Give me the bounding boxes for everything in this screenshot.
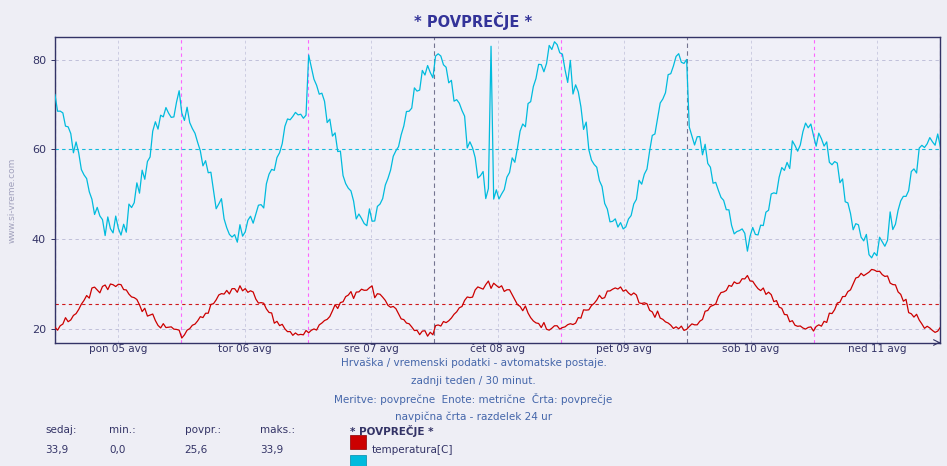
Text: 33,9: 33,9 [45, 445, 69, 455]
Text: zadnji teden / 30 minut.: zadnji teden / 30 minut. [411, 376, 536, 385]
Text: sob 10 avg: sob 10 avg [722, 344, 779, 354]
Text: Meritve: povprečne  Enote: metrične  Črta: povprečje: Meritve: povprečne Enote: metrične Črta:… [334, 393, 613, 405]
Text: sre 07 avg: sre 07 avg [344, 344, 399, 354]
Text: pon 05 avg: pon 05 avg [89, 344, 148, 354]
Text: * POVPREČJE *: * POVPREČJE * [350, 425, 434, 437]
Text: tor 06 avg: tor 06 avg [218, 344, 272, 354]
Text: maks.:: maks.: [260, 425, 295, 435]
Text: navpična črta - razdelek 24 ur: navpična črta - razdelek 24 ur [395, 411, 552, 422]
Text: www.si-vreme.com: www.si-vreme.com [8, 158, 17, 243]
Text: Hrvaška / vremenski podatki - avtomatske postaje.: Hrvaška / vremenski podatki - avtomatske… [341, 358, 606, 369]
Text: ned 11 avg: ned 11 avg [848, 344, 906, 354]
Text: sedaj:: sedaj: [45, 425, 77, 435]
Text: min.:: min.: [109, 425, 135, 435]
Text: čet 08 avg: čet 08 avg [470, 344, 526, 355]
Text: povpr.:: povpr.: [185, 425, 221, 435]
Text: temperatura[C]: temperatura[C] [372, 445, 454, 455]
Text: 33,9: 33,9 [260, 445, 284, 455]
Text: 25,6: 25,6 [185, 445, 208, 455]
Text: pet 09 avg: pet 09 avg [597, 344, 652, 354]
Text: 0,0: 0,0 [109, 445, 125, 455]
Text: * POVPREČJE *: * POVPREČJE * [415, 12, 532, 30]
